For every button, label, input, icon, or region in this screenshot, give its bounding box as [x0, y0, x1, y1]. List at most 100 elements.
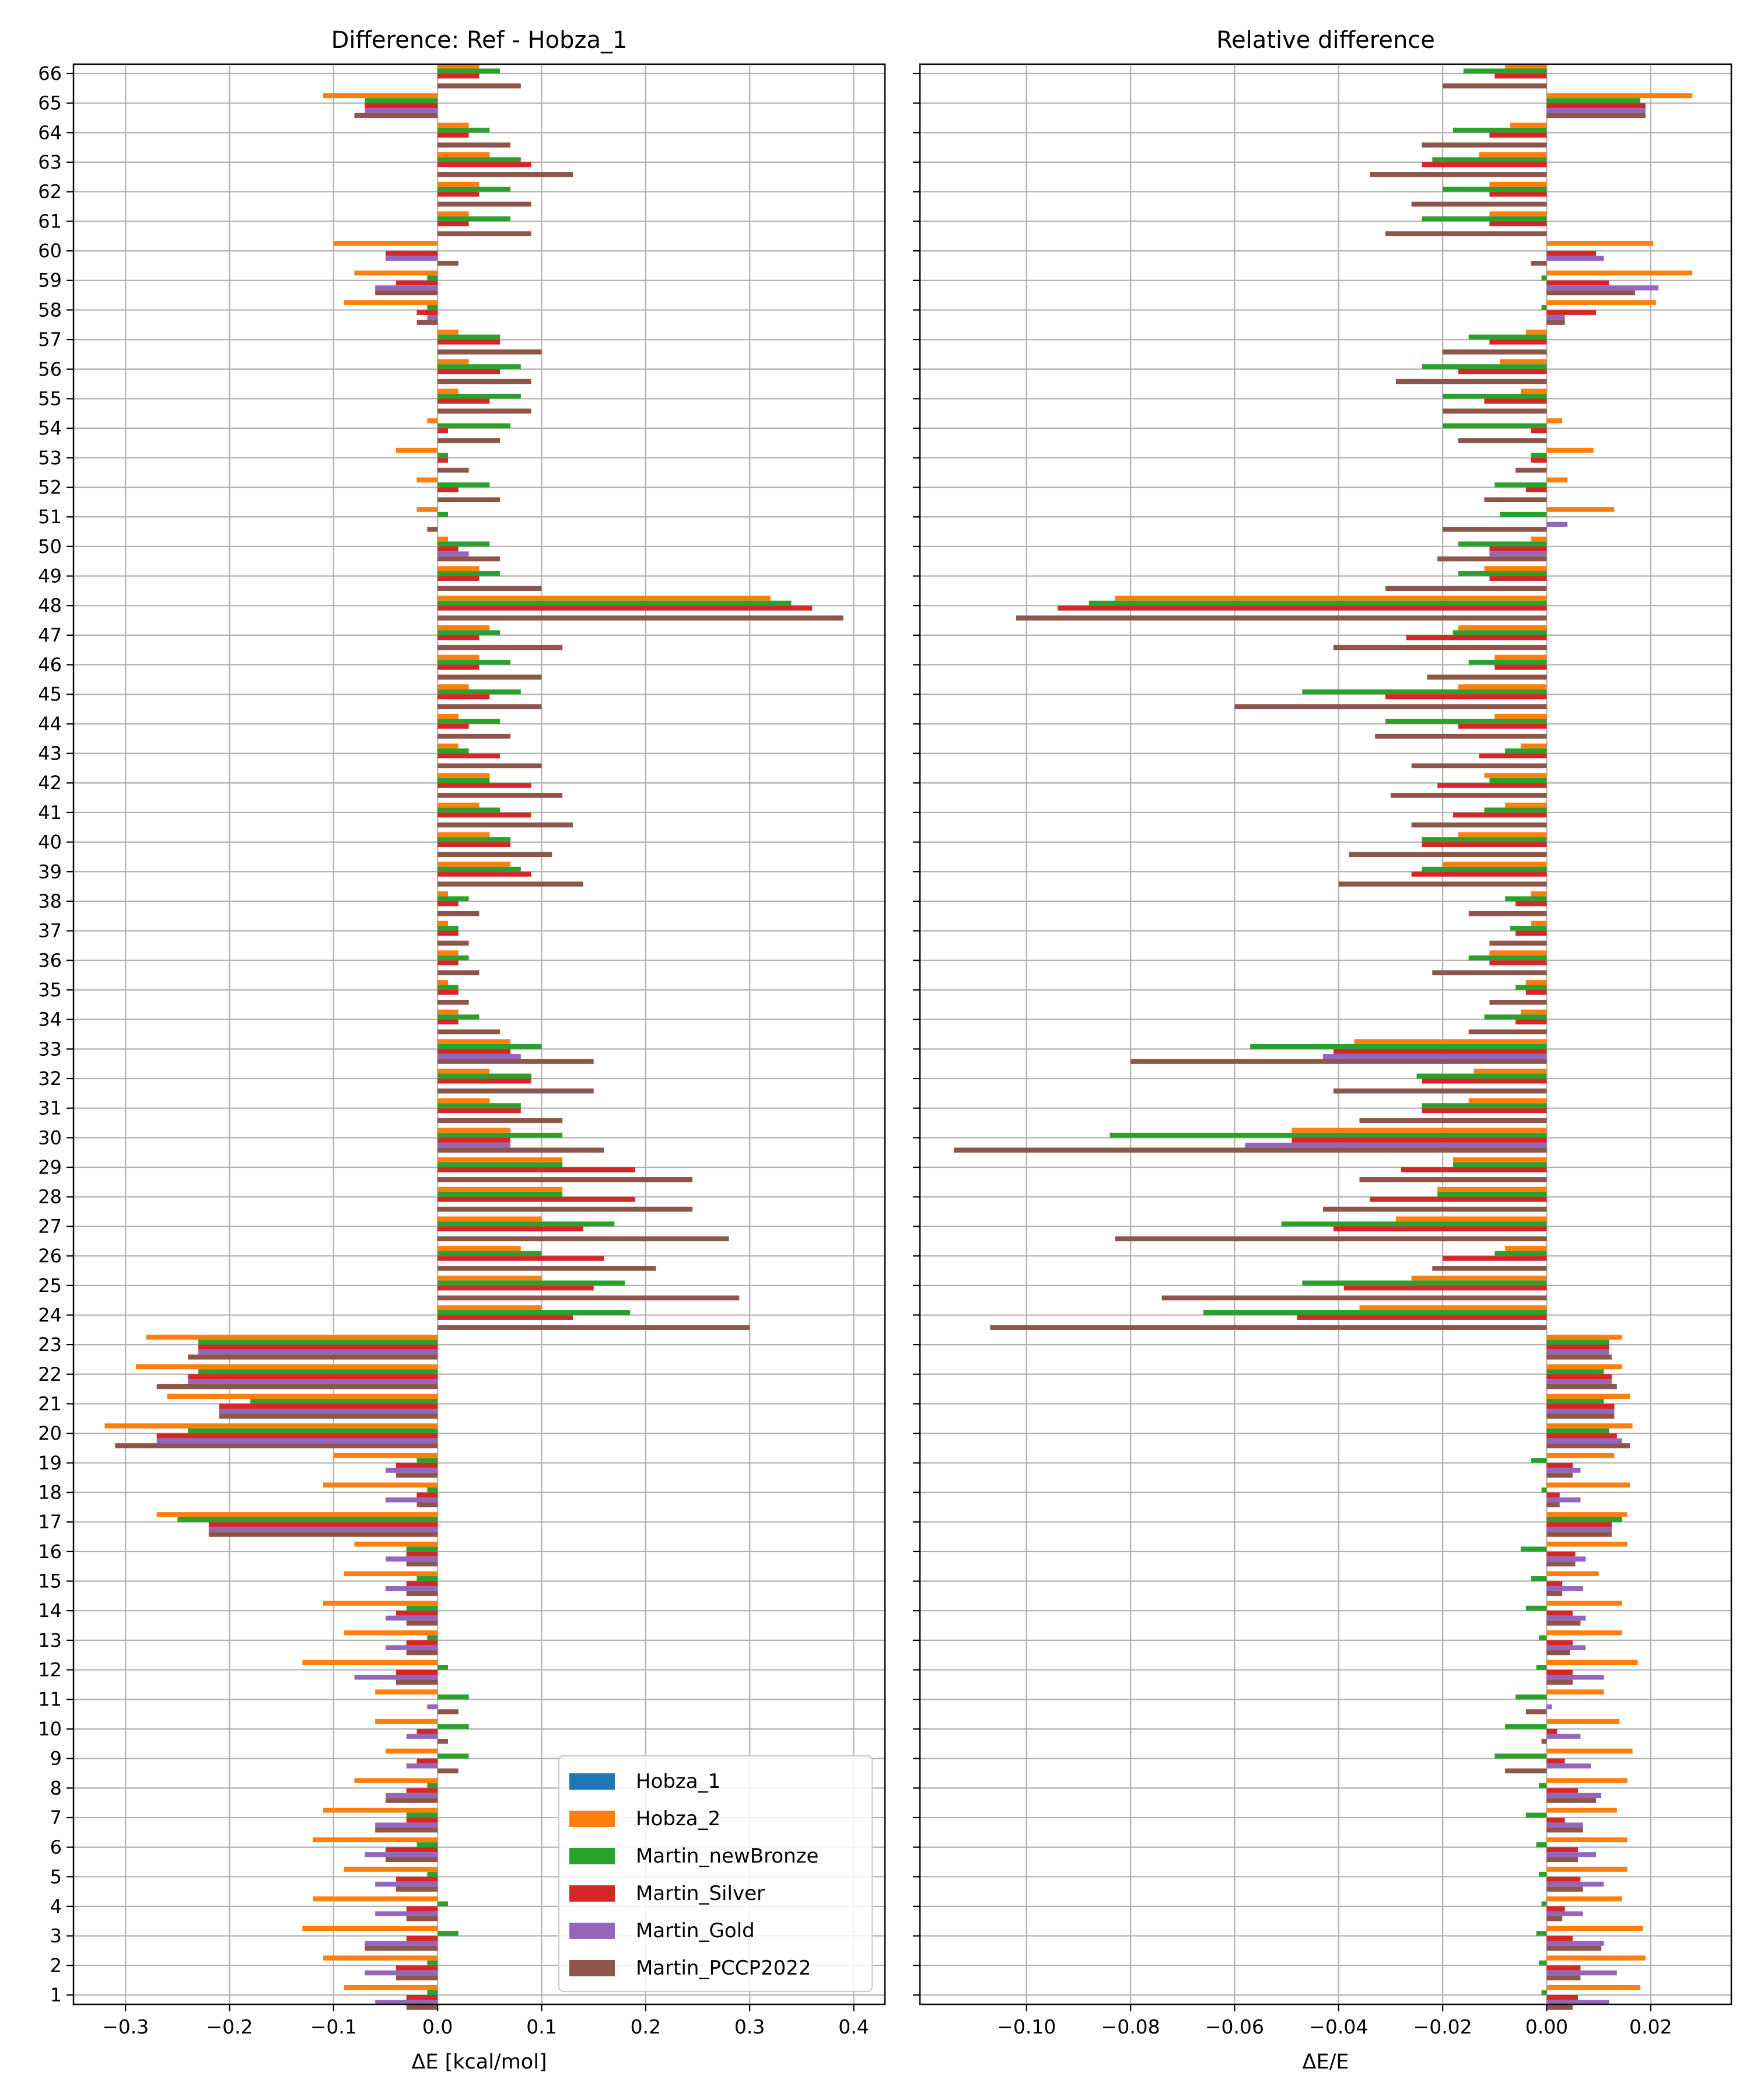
left-bar-Martin_Silver-3 — [406, 1936, 438, 1941]
left-bar-Martin_newBronze-44 — [438, 719, 501, 724]
right-bar-Martin_newBronze-48 — [1088, 600, 1547, 606]
right-bar-Hobza_2-37 — [1531, 921, 1547, 926]
left-bar-Hobza_2-18 — [323, 1482, 438, 1488]
right-bar-Hobza_2-66 — [1505, 64, 1547, 69]
right-bar-Martin_Gold-58 — [1546, 314, 1565, 320]
right-bar-Martin_Silver-14 — [1546, 1611, 1573, 1616]
left-bar-Martin_PCCP2022-12 — [396, 1679, 438, 1685]
right-bar-Hobza_2-46 — [1494, 654, 1547, 660]
left-bar-Martin_Gold-6 — [365, 1852, 438, 1857]
left-bar-Martin_Gold-2 — [365, 1970, 438, 1976]
left-y-tick-label: 2 — [50, 1954, 62, 1976]
right-bar-Martin_Silver-50 — [1489, 546, 1547, 552]
left-bar-Hobza_2-54 — [427, 418, 438, 424]
right-bar-Hobza_2-12 — [1546, 1660, 1638, 1665]
left-bar-Martin_newBronze-13 — [427, 1635, 438, 1640]
left-bar-Martin_newBronze-3 — [438, 1931, 459, 1936]
right-bar-Martin_Silver-37 — [1515, 930, 1547, 936]
left-y-tick-label: 18 — [38, 1481, 62, 1503]
right-bar-Martin_PCCP2022-35 — [1489, 999, 1547, 1005]
left-bar-Martin_PCCP2022-1 — [406, 2005, 438, 2010]
left-bar-Hobza_2-19 — [333, 1452, 438, 1458]
right-bar-Martin_PCCP2022-47 — [1333, 645, 1547, 650]
left-bar-Martin_Gold-10 — [406, 1734, 438, 1739]
right-bar-Martin_Gold-9 — [1546, 1763, 1591, 1769]
right-bar-Martin_newBronze-32 — [1416, 1073, 1547, 1079]
left-bar-Martin_PCCP2022-43 — [438, 763, 542, 769]
left-bar-Hobza_2-3 — [302, 1926, 438, 1931]
left-grid — [74, 64, 885, 2004]
right-bar-Hobza_2-43 — [1520, 743, 1547, 749]
right-bar-Martin_PCCP2022-55 — [1443, 408, 1547, 414]
left-bar-Hobza_2-62 — [438, 181, 480, 187]
right-bar-Martin_Silver-26 — [1443, 1256, 1547, 1261]
right-bar-Martin_Silver-40 — [1422, 842, 1547, 848]
right-bar-Martin_PCCP2022-23 — [1546, 1354, 1612, 1360]
right-bar-Hobza_2-15 — [1546, 1571, 1599, 1577]
left-bar-Hobza_2-57 — [438, 330, 459, 335]
left-bar-Martin_newBronze-30 — [438, 1132, 563, 1138]
right-bar-Martin_PCCP2022-28 — [1323, 1206, 1547, 1212]
right-bar-Martin_Silver-13 — [1546, 1640, 1573, 1646]
right-bar-Martin_Silver-9 — [1546, 1758, 1565, 1764]
right-bar-Martin_PCCP2022-50 — [1437, 556, 1547, 562]
left-bar-Martin_Silver-9 — [416, 1758, 438, 1764]
left-bar-Martin_PCCP2022-61 — [438, 231, 531, 236]
left-bar-Martin_newBronze-17 — [177, 1517, 438, 1522]
left-bar-Martin_newBronze-10 — [438, 1724, 469, 1729]
right-bar-Hobza_2-1 — [1546, 1985, 1640, 1990]
left-y-tick-label: 57 — [38, 328, 62, 351]
left-bar-Hobza_2-28 — [438, 1186, 563, 1192]
left-bar-Hobza_2-51 — [416, 507, 438, 512]
left-y-tick-label: 51 — [38, 506, 62, 528]
left-bar-Hobza_2-45 — [438, 684, 469, 690]
right-bar-Hobza_2-57 — [1525, 330, 1547, 335]
right-x-axis-label: ΔE/E — [1303, 2050, 1349, 2074]
right-bar-Martin_Silver-45 — [1385, 694, 1547, 699]
left-y-tick-label: 66 — [38, 62, 62, 85]
left-bar-Martin_PCCP2022-60 — [438, 261, 459, 266]
left-bar-Martin_Silver-1 — [406, 1995, 438, 2000]
right-bar-Martin_newBronze-14 — [1525, 1605, 1547, 1611]
left-bar-Martin_Gold-60 — [386, 256, 438, 261]
left-bar-Martin_PCCP2022-23 — [188, 1354, 438, 1360]
right-bar-Martin_Silver-64 — [1489, 132, 1547, 138]
left-bar-Martin_PCCP2022-36 — [438, 970, 480, 975]
right-bar-Martin_newBronze-36 — [1468, 955, 1547, 961]
right-bar-Hobza_2-28 — [1437, 1186, 1547, 1192]
left-bar-Martin_newBronze-20 — [188, 1428, 438, 1434]
left-bar-Martin_PCCP2022-54 — [438, 438, 501, 443]
right-bar-Martin_Gold-12 — [1546, 1675, 1604, 1680]
right-bar-Martin_PCCP2022-43 — [1411, 763, 1547, 769]
left-bar-Martin_PCCP2022-11 — [438, 1709, 459, 1714]
legend-label-Martin_newBronze: Martin_newBronze — [636, 1845, 818, 1868]
right-bar-Martin_newBronze-8 — [1539, 1783, 1547, 1788]
right-bar-Martin_newBronze-2 — [1539, 1960, 1547, 1966]
left-y-tick-label: 46 — [38, 654, 62, 676]
right-bar-Hobza_2-18 — [1546, 1482, 1630, 1488]
right-bar-Martin_newBronze-24 — [1203, 1310, 1547, 1315]
left-bar-Martin_Silver-30 — [438, 1138, 510, 1143]
left-bar-Martin_newBronze-2 — [427, 1960, 438, 1966]
right-bar-Martin_Silver-29 — [1401, 1167, 1547, 1172]
left-bar-Martin_Gold-17 — [208, 1527, 438, 1532]
left-bar-Hobza_2-6 — [313, 1837, 438, 1843]
left-y-tick-label: 13 — [38, 1629, 62, 1651]
left-bar-Martin_Silver-37 — [438, 930, 459, 936]
left-y-tick-label: 8 — [50, 1777, 62, 1799]
right-bar-Hobza_2-48 — [1115, 596, 1547, 601]
left-bar-Hobza_2-38 — [438, 891, 448, 897]
right-bar-Martin_Gold-16 — [1546, 1556, 1586, 1562]
left-y-tick-label: 19 — [38, 1452, 62, 1474]
left-bar-Hobza_2-5 — [344, 1867, 438, 1872]
right-bar-Martin_Silver-30 — [1292, 1138, 1547, 1143]
left-y-tick-label: 24 — [38, 1304, 62, 1326]
left-bar-Martin_Silver-24 — [438, 1315, 573, 1320]
right-bar-Martin_Silver-3 — [1546, 1936, 1573, 1941]
left-bar-Martin_PCCP2022-14 — [406, 1620, 438, 1626]
right-bar-Hobza_2-54 — [1546, 418, 1563, 424]
left-bar-Martin_newBronze-63 — [438, 157, 521, 163]
left-bar-Hobza_2-31 — [438, 1098, 490, 1104]
left-bar-Hobza_2-4 — [313, 1896, 438, 1902]
